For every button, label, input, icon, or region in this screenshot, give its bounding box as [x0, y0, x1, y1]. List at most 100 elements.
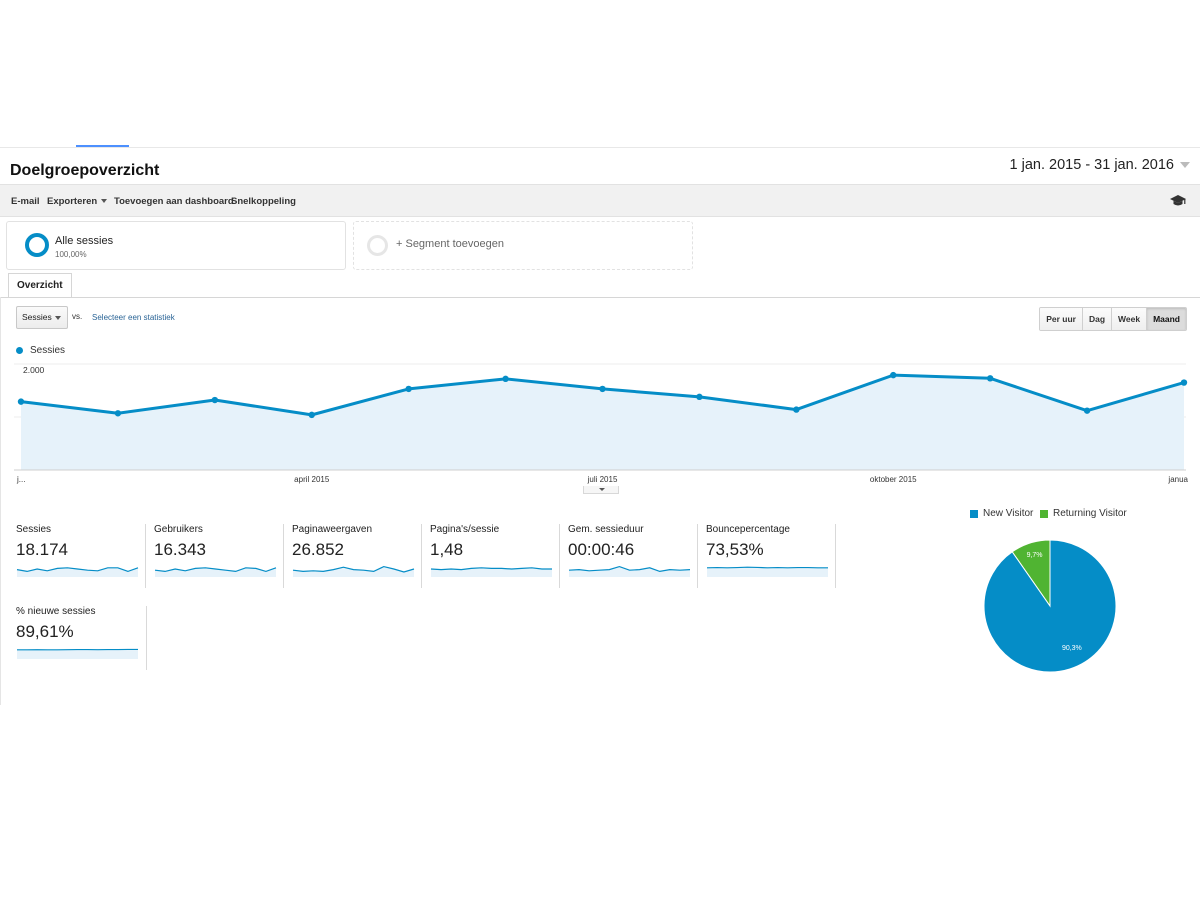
metric-tile[interactable]: % nieuwe sessies 89,61%	[16, 606, 147, 670]
analytics-app: Doelgroepoverzicht 1 jan. 2015 - 31 jan.…	[0, 145, 1200, 705]
sparkline-area	[17, 567, 138, 577]
metric-label: Gebruikers	[154, 524, 203, 535]
tab-overview[interactable]: Overzicht	[8, 273, 72, 298]
email-button[interactable]: E-mail	[11, 196, 40, 207]
metric-value: 73,53%	[706, 540, 764, 559]
metric-tile[interactable]: Sessies 18.174	[16, 524, 146, 588]
legend-new-visitor[interactable]: New Visitor	[970, 508, 1033, 519]
sparkline-line	[292, 565, 415, 573]
metric-label: % nieuwe sessies	[16, 606, 96, 617]
data-point	[986, 375, 994, 382]
divider	[0, 147, 1200, 148]
sparkline-line	[16, 567, 139, 573]
sparkline-area	[17, 649, 138, 659]
export-menu[interactable]: Exporteren	[47, 196, 108, 207]
graduation-cap-icon[interactable]	[1170, 194, 1186, 208]
data-point	[17, 398, 25, 405]
segment-percentage: 100,00%	[55, 250, 87, 259]
period-selector: Per uur Dag Week Maand	[1039, 307, 1187, 331]
data-point	[1180, 379, 1188, 386]
active-nav-indicator	[76, 145, 129, 147]
metric-value: 00:00:46	[568, 540, 635, 559]
metric-tile[interactable]: Gem. sessieduur 00:00:46	[568, 524, 698, 588]
panel-border	[0, 297, 1, 705]
metric-tile[interactable]: Pagina's/sessie 1,48	[430, 524, 560, 588]
metric-value: 89,61%	[16, 622, 74, 641]
pie-slice-label: 9,7%	[1027, 552, 1043, 559]
period-hourly-button[interactable]: Per uur	[1040, 308, 1083, 330]
series-legend-dot	[16, 347, 23, 354]
metric-tile[interactable]: Bouncepercentage 73,53%	[706, 524, 836, 588]
date-range-picker[interactable]: 1 jan. 2015 - 31 jan. 2016	[1010, 157, 1190, 173]
sparkline-area	[707, 567, 828, 577]
shortcut-button[interactable]: Snelkoppeling	[231, 196, 296, 207]
x-tick-label: juli 2015	[587, 475, 618, 484]
metric-select[interactable]: Sessies	[16, 306, 68, 329]
empty-segment-icon	[367, 235, 388, 256]
data-point	[696, 393, 703, 401]
visitor-type-pie-chart: 9,7% 90,3%	[983, 539, 1117, 673]
segment-all-sessions[interactable]: Alle sessies 100,00%	[6, 221, 346, 270]
metric-tile[interactable]: Gebruikers 16.343	[154, 524, 284, 588]
metric-sparkline	[16, 567, 139, 577]
data-point	[502, 375, 509, 383]
legend-label: New Visitor	[983, 508, 1034, 519]
metric-label: Sessies	[16, 524, 52, 535]
series-area	[21, 375, 1184, 470]
legend-swatch	[970, 509, 978, 518]
metric-sparkline	[154, 567, 277, 577]
collapse-chart-button[interactable]	[583, 486, 619, 494]
data-point	[793, 406, 800, 413]
metric-value: 26.852	[292, 540, 344, 559]
data-point	[211, 396, 219, 404]
sparkline-line	[568, 565, 691, 573]
add-segment-label: + Segment toevoegen	[396, 238, 504, 250]
metric-label: Gem. sessieduur	[568, 524, 644, 535]
y-tick-label: 2.000	[23, 365, 45, 375]
chevron-down-icon	[101, 199, 108, 204]
x-tick-label: april 2015	[294, 475, 330, 484]
segment-ring-icon	[25, 233, 49, 257]
sparkline-line	[430, 567, 552, 571]
data-point	[890, 371, 897, 379]
metric-sparkline	[17, 648, 138, 659]
period-month-button[interactable]: Maand	[1147, 308, 1186, 330]
date-range-label: 1 jan. 2015 - 31 jan. 2016	[1009, 157, 1174, 173]
metric-label: Pagina's/sessie	[430, 524, 500, 535]
pie-slice	[983, 539, 1117, 673]
sparkline-area	[569, 566, 690, 577]
metric-sparkline	[568, 565, 691, 577]
metric-tile[interactable]: Paginaweergaven 26.852	[292, 524, 422, 588]
legend-returning-visitor[interactable]: Returning Visitor	[1040, 508, 1127, 519]
chevron-down-icon	[1180, 162, 1190, 168]
metric-label: Bouncepercentage	[706, 524, 790, 535]
metric-sparkline	[706, 566, 828, 577]
data-point	[308, 411, 315, 419]
period-week-button[interactable]: Week	[1112, 308, 1148, 330]
sparkline-area	[155, 567, 276, 577]
select-statistic-link[interactable]: Selecteer een statistiek	[92, 313, 175, 322]
period-day-button[interactable]: Dag	[1082, 308, 1113, 330]
metric-value: 1,48	[430, 540, 464, 559]
add-to-dashboard-button[interactable]: Toevoegen aan dashboard	[114, 196, 234, 207]
divider	[0, 297, 1200, 298]
data-point	[599, 385, 606, 393]
report-toolbar: E-mail Exporteren Toevoegen aan dashboar…	[0, 184, 1200, 217]
sparkline-area	[293, 566, 414, 577]
sparkline-line	[706, 566, 828, 569]
data-point	[405, 385, 412, 393]
metric-sparkline	[430, 567, 552, 577]
segment-name: Alle sessies	[55, 235, 114, 247]
add-segment-button[interactable]: + Segment toevoegen	[353, 221, 693, 270]
export-label: Exporteren	[47, 196, 98, 207]
metric-value: 18.174	[16, 540, 68, 559]
legend-swatch	[1040, 509, 1048, 518]
metric-value: 16.343	[154, 540, 206, 559]
x-tick-label: oktober 2015	[870, 475, 917, 484]
metric-label: Paginaweergaven	[292, 524, 373, 535]
x-tick-label: janua	[1167, 475, 1188, 484]
legend-label: Returning Visitor	[1053, 508, 1127, 519]
vs-label: vs.	[72, 312, 83, 321]
sparkline-line	[154, 567, 277, 573]
